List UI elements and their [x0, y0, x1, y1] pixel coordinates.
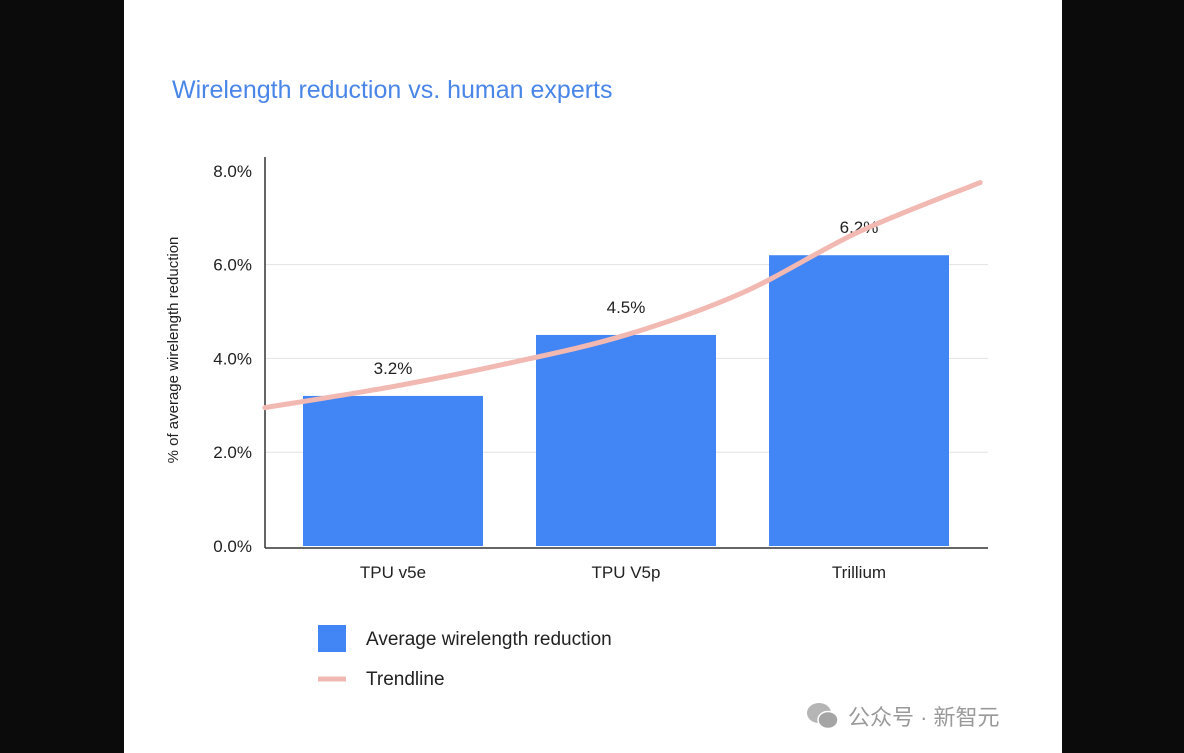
y-tick-label: 2.0% — [213, 443, 252, 462]
wechat-icon — [807, 703, 839, 730]
legend-label-bars: Average wirelength reduction — [366, 629, 612, 650]
y-tick-label: 8.0% — [213, 162, 252, 181]
x-tick-label: TPU V5p — [592, 563, 661, 582]
data-label: 6.2% — [840, 218, 879, 237]
x-tick-label: Trillium — [832, 563, 886, 582]
watermark-text: 公众号 · 新智元 — [848, 705, 1000, 730]
y-tick-label: 6.0% — [213, 256, 252, 275]
legend-swatch-bars — [318, 625, 346, 652]
y-axis-label: % of average wirelength reduction — [165, 237, 182, 464]
bar — [769, 255, 949, 546]
data-label: 3.2% — [374, 359, 413, 378]
y-tick-label: 4.0% — [213, 349, 252, 368]
trendline — [262, 180, 983, 411]
y-tick-label: 0.0% — [213, 537, 252, 556]
legend-label-trendline: Trendline — [366, 669, 445, 690]
chart-title: Wirelength reduction vs. human experts — [172, 76, 613, 104]
bar — [303, 395, 483, 546]
x-tick-label: TPU v5e — [360, 563, 426, 582]
bar — [536, 334, 716, 546]
data-label: 4.5% — [607, 298, 646, 317]
watermark: 公众号 · 新智元 — [806, 700, 1000, 732]
